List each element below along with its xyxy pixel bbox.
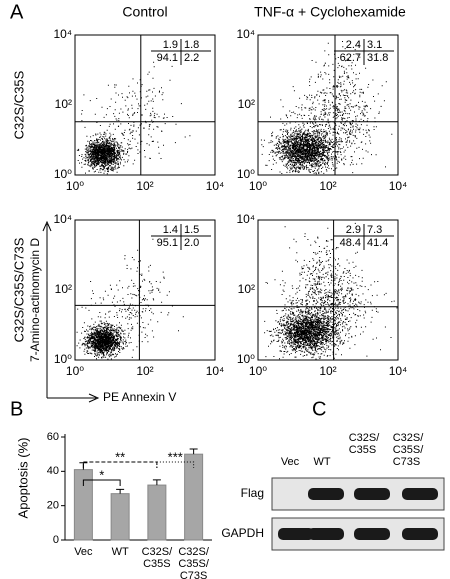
column-title: Control [122,4,167,20]
blot-band [402,528,438,540]
y-tick-label: 10⁴ [236,212,255,226]
quadrant-value: 31.8 [367,52,388,64]
significance-bracket [82,461,158,468]
x-tick-label: 10² [319,179,336,193]
lane-label: Vec [280,456,300,468]
x-tick-label: WT [111,546,129,558]
y-tick-label: 10⁴ [236,27,255,41]
y-tick-label: 10² [238,97,255,111]
x-tick-label: 10² [136,179,153,193]
blot-band [278,528,314,540]
quadrant-value: 41.4 [367,237,388,249]
y-axis-label: 7-Amino-actinomycin D [28,238,42,362]
significance-label: * [99,467,104,482]
significance-bracket [82,479,121,486]
y-tick-label: 10⁰ [54,167,72,181]
quadrant-value: 2.9 [346,224,361,236]
quadrant-value: 2.2 [184,52,199,64]
event-dots [76,238,184,360]
panel-label: C [312,398,326,420]
x-tick-label: C32S/ C35S [141,546,173,570]
y-tick-label: 10² [55,282,72,296]
quadrant-value: 1.9 [163,39,178,51]
quadrant-value: 1.8 [184,39,199,51]
blot-band [354,528,390,540]
lane-label: C32S/ C35S [348,432,380,456]
y-tick-label: 20 [47,500,59,512]
x-tick-label: 10² [319,364,336,378]
blot-row-label: GAPDH [221,526,264,540]
significance-label: *** [168,449,183,464]
y-tick-label: 10⁰ [54,352,72,366]
panel-label: A [10,1,24,23]
significance-bracket [156,461,195,468]
error-bar [189,448,198,455]
y-tick-label: 60 [47,431,59,443]
blot-band [308,488,344,500]
y-tick-label: 40 [47,465,59,477]
plot-frame [257,34,399,176]
x-axis-label: PE Annexin V [103,390,176,404]
plot-frame [74,219,216,361]
column-title: TNF-α + Cyclohexamide [254,4,406,20]
blot-band [354,488,390,500]
y-tick-label: 10⁰ [237,167,255,181]
panel-label: B [10,398,23,420]
event-dots [76,61,191,175]
x-tick-label: 10⁰ [249,364,267,378]
y-axis-label: Apoptosis (%) [15,438,30,519]
x-tick-label: 10⁴ [206,364,225,378]
plot-frame [257,219,399,361]
significance-label: ** [115,449,125,464]
x-tick-label: 10⁴ [389,364,408,378]
event-dots [260,41,393,175]
x-tick-label: 10⁰ [249,179,267,193]
quadrant-value: 94.1 [157,52,178,64]
y-tick-label: 10² [238,282,255,296]
blot-row-label: Flag [241,486,264,500]
quadrant-value: 1.5 [184,224,199,236]
blot-band [402,488,438,500]
quadrant-value: 1.4 [163,224,178,236]
row-label: C32S/C35S/C73S [11,237,26,342]
bar [184,453,204,541]
quadrant-value: 2.0 [184,237,199,249]
error-bar [116,488,125,494]
error-bar [152,479,161,486]
lane-label: WT [313,456,331,468]
lane-label: C32S/ C35S/ C73S [392,432,424,468]
quadrant-value: 3.1 [367,39,382,51]
quadrant-value: 2.4 [346,39,361,51]
row-label: C32S/C35S [11,70,26,139]
quadrant-value: 95.1 [157,237,178,249]
x-tick-label: 10⁴ [206,179,225,193]
quadrant-value: 48.4 [340,237,361,249]
quadrant-value: 62.7 [340,52,361,64]
blot-band [308,528,344,540]
y-tick-label: 0 [53,534,59,546]
y-tick-label: 10² [55,97,72,111]
x-tick-label: 10⁰ [66,364,84,378]
x-tick-label: 10⁰ [66,179,84,193]
x-tick-label: 10⁴ [389,179,408,193]
quadrant-value: 7.3 [367,224,382,236]
y-tick-label: 10⁰ [237,352,255,366]
x-tick-label: 10² [136,364,153,378]
x-tick-label: Vec [74,546,93,558]
bar [110,493,130,541]
bar [147,484,167,541]
x-tick-label: C32S/ C35S/ C73S [178,546,209,579]
y-tick-label: 10⁴ [53,212,72,226]
y-tick-label: 10⁴ [53,27,72,41]
plot-frame [74,34,216,176]
axis-arrow [42,220,100,403]
